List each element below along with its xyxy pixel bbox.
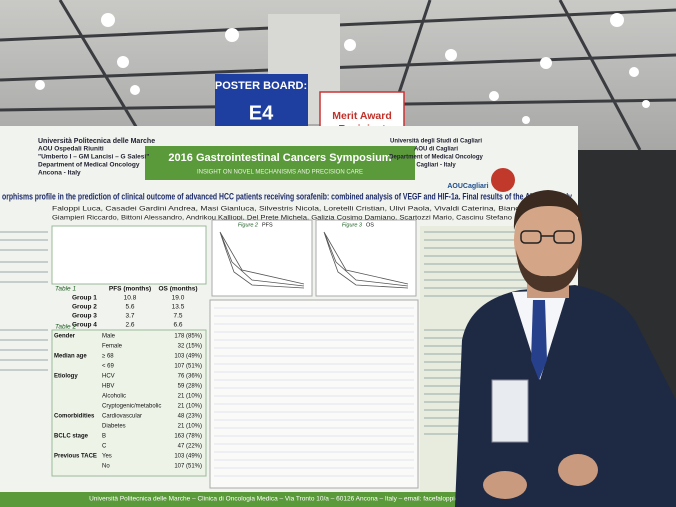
affiliation-line: Ancona - Italy: [38, 170, 81, 177]
table-cell: No: [102, 464, 110, 470]
figure-caption: Figure 2: [238, 222, 258, 228]
snp-table: [209, 299, 419, 489]
figure-frame: [315, 219, 417, 297]
table-cell: 3.7: [125, 313, 134, 320]
table-cell: Etiology: [54, 374, 78, 380]
table-cell: 178 (85%): [174, 334, 202, 340]
person: [455, 190, 676, 507]
table-cell: Median age: [54, 354, 87, 360]
table-cell: 10.8: [124, 295, 137, 302]
table-cell: 7.5: [173, 313, 182, 320]
sign-label: POSTER BOARD:: [215, 80, 307, 92]
table-frame: [51, 329, 207, 477]
table-cell: 5.6: [125, 304, 134, 311]
table-cell: 32 (15%): [178, 344, 202, 350]
survival-curves: [219, 231, 305, 289]
table-cell: Male: [102, 334, 116, 340]
right-logo: AOUCagliari: [447, 183, 488, 190]
affiliation-line: Department of Medical Oncology: [389, 155, 483, 161]
table-cell: Diabetes: [102, 424, 126, 430]
row-label: Group 1: [72, 295, 97, 302]
table-cell: HBV: [102, 384, 114, 390]
table-cell: 13.5: [172, 304, 185, 311]
authors: Giampieri Riccardo, Bittoni Alessandro, …: [52, 215, 512, 222]
row-label: Group 2: [72, 304, 97, 311]
footer-bar: [0, 492, 578, 507]
symposium-banner: [145, 146, 415, 180]
snp-rows: [214, 307, 414, 477]
figure-label: PFS: [262, 222, 273, 228]
right-affiliation: Università degli Studi di Cagliari AOU di…: [389, 139, 483, 169]
table-caption: Table 1: [55, 286, 76, 293]
row-label: Group 4: [72, 322, 97, 329]
table-cell: HCV: [102, 374, 115, 380]
affiliation-line: Università degli Studi di Cagliari: [390, 139, 482, 145]
table-cell: 2.6: [125, 322, 134, 329]
table-cell: 107 (51%): [174, 364, 202, 370]
survival-curves: [323, 231, 409, 289]
sign-board: E4: [249, 102, 274, 124]
figure-caption: Figure 3: [342, 222, 363, 228]
figure-label: OS: [366, 222, 374, 228]
table-cell: Cardiovascular: [102, 414, 142, 420]
table-cell: 21 (10%): [178, 424, 202, 430]
table-cell: C: [102, 444, 107, 450]
affiliation-line: AOU di Cagliari: [414, 147, 458, 153]
table-cell: Yes: [102, 454, 112, 460]
table-cell: 6.6: [173, 322, 182, 329]
table-cell: < 69: [102, 364, 115, 370]
table-cell: 59 (28%): [178, 384, 202, 390]
table-cell: Cryptogenic/metabolic: [102, 404, 161, 410]
table-cell: Alcoholic: [102, 394, 126, 400]
table-cell: 76 (36%): [178, 374, 202, 380]
affiliation-line: Cagliari - Italy: [416, 163, 456, 169]
table-cell: 48 (23%): [178, 414, 202, 420]
table-cell: 21 (10%): [178, 404, 202, 410]
table-cell: 103 (49%): [174, 454, 202, 460]
footer: Università Politecnica delle Marche – Cl…: [89, 496, 491, 503]
table-cell: 163 (78%): [174, 434, 202, 440]
affiliation-line: Department of Medical Oncology: [38, 162, 140, 169]
award-line: Merit Award: [332, 110, 392, 122]
poster-title: orphisms profile in the prediction of cl…: [2, 191, 572, 201]
table-cell: Previous TACE: [54, 454, 97, 460]
authors: Faloppi Luca, Casadei Gardini Andrea, Ma…: [52, 206, 572, 213]
figure-frame: [211, 219, 313, 297]
table-cell: 107 (51%): [174, 464, 202, 470]
table-cell: Female: [102, 344, 123, 350]
table-cell: 47 (22%): [178, 444, 202, 450]
symposium-title: 2016 Gastrointestinal Cancers Symposium: [168, 152, 391, 164]
table-caption: Table 2: [55, 324, 76, 331]
table-header: OS (months): [159, 286, 198, 293]
ceiling-lights: [35, 13, 650, 124]
tables: Table 1 PFS (months) OS (months) Group 1 10.…: [51, 286, 207, 477]
table-cell: ≥ 68: [102, 354, 114, 360]
table-cell: Comorbidities: [54, 414, 95, 420]
table-cell: BCLC stage: [54, 434, 89, 440]
logo: [491, 168, 515, 192]
affiliation-line: Università Politecnica delle Marche: [38, 138, 155, 145]
table-cell: B: [102, 434, 106, 440]
table-cell: 21 (10%): [178, 394, 202, 400]
affiliation-line: AOU Ospedali Riuniti: [38, 146, 104, 153]
table-cell: 19.0: [172, 295, 185, 302]
table-header: PFS (months): [109, 286, 151, 293]
table-cell: Gender: [54, 334, 76, 340]
table-cell: 103 (49%): [174, 354, 202, 360]
diagram: [51, 225, 207, 285]
affiliation-line: "Umberto I – GM Lancisi – G Salesi": [38, 154, 149, 161]
figures: Figure 2 PFS Figure 3 OS: [209, 219, 419, 489]
row-label: Group 3: [72, 313, 97, 320]
symposium-subtitle: INSIGHT ON NOVEL MECHANISMS AND PRECISIO…: [197, 170, 363, 176]
